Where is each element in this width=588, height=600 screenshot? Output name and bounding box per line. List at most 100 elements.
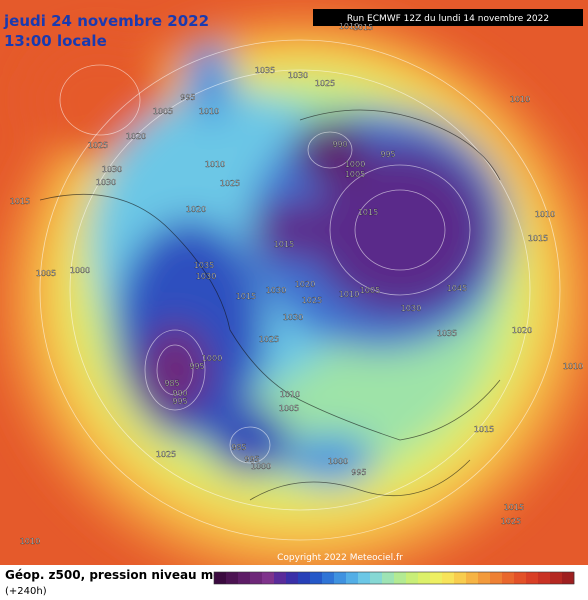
colorbar-swatch bbox=[502, 572, 515, 584]
isobar-label: 1010 bbox=[563, 362, 583, 371]
isobar-label: 1010 bbox=[280, 390, 300, 399]
isobar-label: 1025 bbox=[315, 79, 335, 88]
time-label: 13:00 locale bbox=[4, 32, 107, 50]
isobar-label: 1015 bbox=[474, 425, 494, 434]
isobar-label: 1025 bbox=[156, 450, 176, 459]
isobar-label: 1015 bbox=[358, 208, 378, 217]
colorbar-swatch bbox=[442, 572, 455, 584]
isobar-label: 1030 bbox=[96, 178, 116, 187]
isobar-label: 1000 bbox=[202, 354, 222, 363]
colorbar-swatch bbox=[382, 572, 395, 584]
isobar-label: 1015 bbox=[274, 240, 294, 249]
isobar-label: 1025 bbox=[220, 179, 240, 188]
colorbar-swatch bbox=[346, 572, 359, 584]
isobar-label: 995 bbox=[351, 468, 366, 477]
isobar-label: 1035 bbox=[255, 66, 275, 75]
isobar-label: 1015 bbox=[10, 197, 30, 206]
isobar-label: 1030 bbox=[283, 313, 303, 322]
isobar-label: 985 bbox=[164, 379, 179, 388]
isobar-label: 985 bbox=[231, 443, 246, 452]
colorbar-swatch bbox=[394, 572, 407, 584]
isobar-label: 1015 bbox=[504, 503, 524, 512]
isobar-label: 1010 bbox=[510, 95, 530, 104]
isobar-label: 1020 bbox=[186, 205, 206, 214]
isobar-label: 1025 bbox=[501, 517, 521, 526]
isobar-label: 1010 bbox=[20, 537, 40, 546]
isobar-label: 995 bbox=[172, 397, 187, 406]
map-field bbox=[0, 0, 588, 565]
isobar-label: 1030 bbox=[102, 165, 122, 174]
colorbar-swatch bbox=[526, 572, 539, 584]
colorbar-swatch bbox=[562, 572, 575, 584]
isobar-label: 1010 bbox=[205, 160, 225, 169]
footer-title: Géop. z500, pression niveau mer bbox=[5, 568, 227, 582]
colorbar-swatch bbox=[538, 572, 551, 584]
isobar-label: 1005 bbox=[36, 269, 56, 278]
colorbar-swatch bbox=[490, 572, 503, 584]
isobar-label: 995 bbox=[189, 362, 204, 371]
isobar-label: 1005 bbox=[153, 107, 173, 116]
colorbar-swatch bbox=[274, 572, 287, 584]
isobar-label: 1000 bbox=[328, 457, 348, 466]
isobar-label: 1000 bbox=[70, 266, 90, 275]
colorbar-swatch bbox=[418, 572, 431, 584]
isobar-label: 1005 bbox=[345, 170, 365, 179]
run-label: Run ECMWF 12Z du lundi 14 novembre 2022 bbox=[347, 14, 549, 24]
isobar-label: 1030 bbox=[266, 286, 286, 295]
colorbar-swatch bbox=[454, 572, 467, 584]
isobar-label: 1015 bbox=[236, 292, 256, 301]
colorbar-swatch bbox=[238, 572, 251, 584]
isobar-label: 1035 bbox=[194, 261, 214, 270]
colorbar-swatch bbox=[478, 572, 491, 584]
isobar-label: 990 bbox=[172, 389, 187, 398]
colorbar-swatch bbox=[298, 572, 311, 584]
run-banner bbox=[313, 9, 583, 26]
isobar-label: 1015 bbox=[353, 23, 373, 32]
isobar-label: 1015 bbox=[528, 234, 548, 243]
copyright: Copyright 2022 Meteociel.fr bbox=[277, 553, 403, 563]
colorbar-swatch bbox=[334, 572, 347, 584]
colorbar-swatch bbox=[322, 572, 335, 584]
isobar-label: 995 bbox=[244, 455, 259, 464]
colorbar-swatch bbox=[406, 572, 419, 584]
colorbar-swatch bbox=[358, 572, 371, 584]
isobar-label: 1030 bbox=[196, 272, 216, 281]
colorbar-swatch bbox=[250, 572, 263, 584]
isobar-label: 1005 bbox=[279, 404, 299, 413]
isobar-label: 1010 bbox=[339, 290, 359, 299]
isobar-label: 1010 bbox=[535, 210, 555, 219]
colorbar-swatch bbox=[514, 572, 527, 584]
colorbar-swatch bbox=[466, 572, 479, 584]
isobar-label: 1010 bbox=[199, 107, 219, 116]
isobar-label: 1000 bbox=[345, 160, 365, 169]
isobar-label: 995 bbox=[380, 150, 395, 159]
isobar-label: 1035 bbox=[437, 329, 457, 338]
footer-lead: (+240h) bbox=[5, 586, 47, 597]
colorbar bbox=[213, 571, 575, 585]
isobar-label: 1025 bbox=[88, 141, 108, 150]
isobar-label: 990 bbox=[332, 140, 347, 149]
colorbar-swatch bbox=[370, 572, 383, 584]
colorbar-frame bbox=[213, 571, 575, 585]
isobar-label: 1045 bbox=[447, 284, 467, 293]
isobar-label: 1020 bbox=[126, 132, 146, 141]
colorbar-swatch bbox=[226, 572, 239, 584]
isobar-label: 1020 bbox=[512, 326, 532, 335]
date-label: jeudi 24 novembre 2022 bbox=[3, 12, 209, 30]
colorbar-swatch bbox=[550, 572, 563, 584]
isobar-label: 1025 bbox=[259, 335, 279, 344]
isobar-label: 995 bbox=[180, 93, 195, 102]
colorbar-swatch bbox=[286, 572, 299, 584]
isobar-label: 1005 bbox=[360, 286, 380, 295]
colorbar-swatch bbox=[430, 572, 443, 584]
colorbar-swatch bbox=[214, 572, 227, 584]
isobar-label: 1030 bbox=[288, 71, 308, 80]
isobar-label: 1020 bbox=[295, 280, 315, 289]
isobar-label: 1030 bbox=[401, 304, 421, 313]
colorbar-swatch bbox=[310, 572, 323, 584]
isobar-label: 1000 bbox=[251, 462, 271, 471]
isobar-label: 1025 bbox=[302, 296, 322, 305]
